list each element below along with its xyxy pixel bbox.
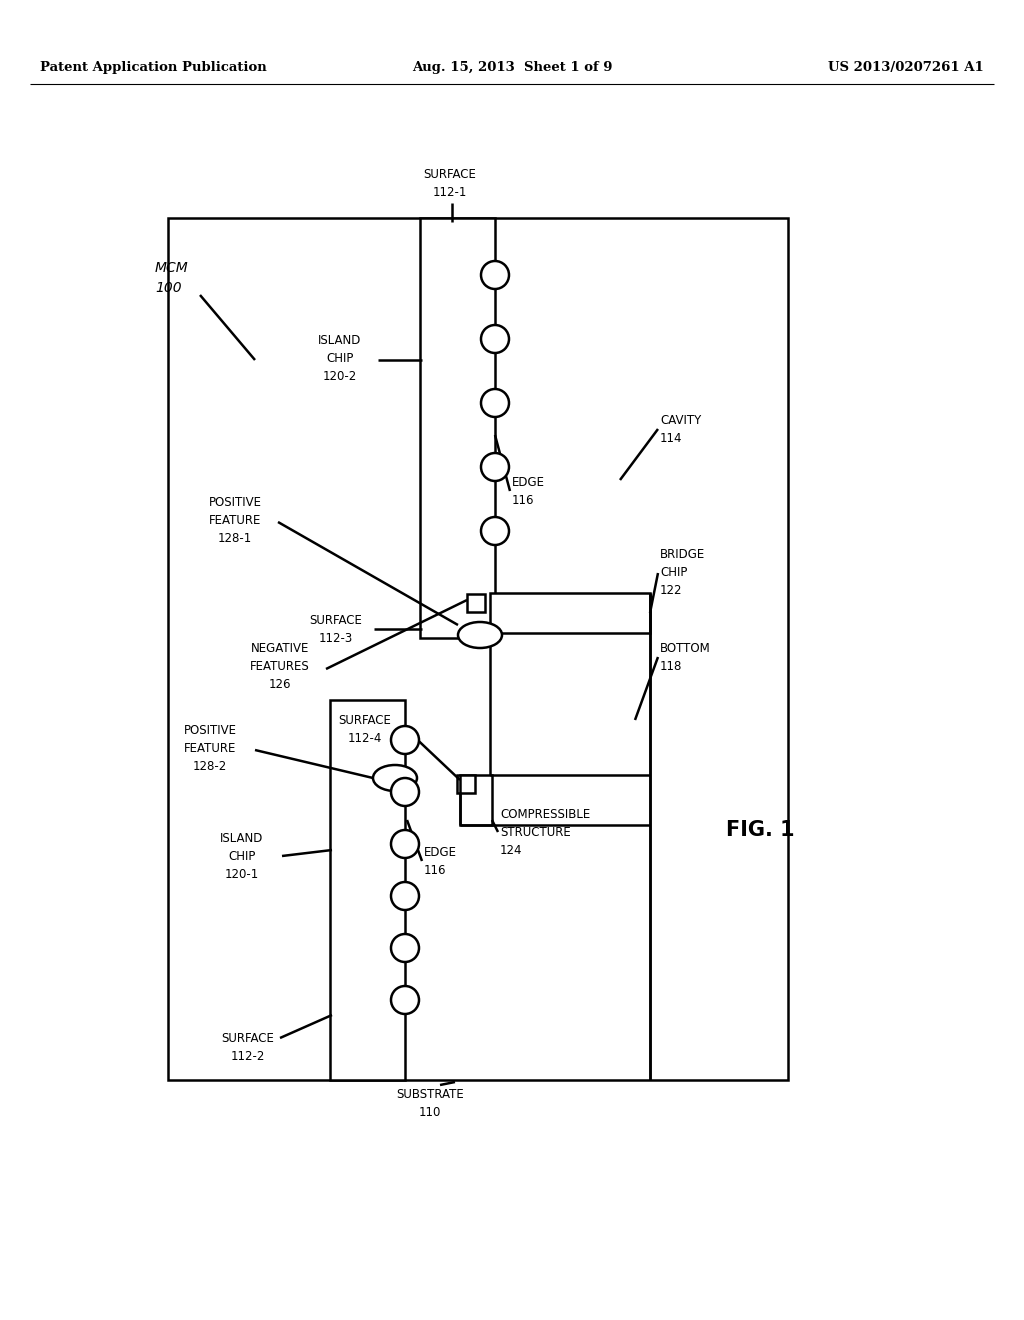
Text: SURFACE: SURFACE: [221, 1031, 274, 1044]
Circle shape: [481, 389, 509, 417]
Text: CAVITY: CAVITY: [660, 413, 701, 426]
Text: 110: 110: [419, 1106, 441, 1119]
Circle shape: [481, 453, 509, 480]
Circle shape: [391, 830, 419, 858]
Bar: [420, 218, 495, 638]
Text: 128-2: 128-2: [193, 759, 227, 772]
Text: 120-2: 120-2: [323, 370, 357, 383]
Circle shape: [481, 325, 509, 352]
Text: CHIP: CHIP: [228, 850, 256, 862]
Text: SURFACE: SURFACE: [424, 169, 476, 181]
Text: FEATURES: FEATURES: [250, 660, 310, 672]
Text: US 2013/0207261 A1: US 2013/0207261 A1: [828, 62, 984, 74]
Circle shape: [391, 986, 419, 1014]
Text: ISLAND: ISLAND: [318, 334, 361, 346]
Bar: [460, 775, 492, 825]
Ellipse shape: [373, 766, 417, 791]
Text: NEGATIVE: NEGATIVE: [251, 642, 309, 655]
Text: EDGE: EDGE: [512, 475, 545, 488]
Text: SUBSTRATE: SUBSTRATE: [396, 1089, 464, 1101]
Text: FIG. 1: FIG. 1: [726, 820, 795, 840]
Circle shape: [391, 935, 419, 962]
Text: 116: 116: [424, 863, 446, 876]
Text: 122: 122: [660, 585, 683, 598]
Text: 116: 116: [512, 494, 535, 507]
Text: CHIP: CHIP: [660, 566, 687, 579]
Bar: [168, 218, 788, 1080]
Ellipse shape: [458, 622, 502, 648]
Text: Patent Application Publication: Patent Application Publication: [40, 62, 266, 74]
Text: MCM: MCM: [155, 261, 188, 275]
Text: STRUCTURE: STRUCTURE: [500, 826, 570, 840]
Bar: [490, 593, 650, 634]
Text: 114: 114: [660, 432, 683, 445]
Bar: [457, 775, 475, 793]
Text: SURFACE: SURFACE: [339, 714, 391, 726]
Text: ISLAND: ISLAND: [220, 832, 264, 845]
Bar: [467, 594, 485, 612]
Text: 120-1: 120-1: [225, 867, 259, 880]
Circle shape: [481, 261, 509, 289]
Text: POSITIVE: POSITIVE: [209, 495, 261, 508]
Text: CHIP: CHIP: [327, 351, 353, 364]
Circle shape: [391, 726, 419, 754]
Text: POSITIVE: POSITIVE: [183, 723, 237, 737]
Circle shape: [481, 517, 509, 545]
Text: Aug. 15, 2013  Sheet 1 of 9: Aug. 15, 2013 Sheet 1 of 9: [412, 62, 612, 74]
Text: 126: 126: [268, 677, 291, 690]
Text: 124: 124: [500, 845, 522, 858]
Text: BRIDGE: BRIDGE: [660, 549, 706, 561]
Text: BOTTOM: BOTTOM: [660, 642, 711, 655]
Text: 100: 100: [155, 281, 181, 294]
Bar: [330, 700, 406, 1080]
Text: COMPRESSIBLE: COMPRESSIBLE: [500, 808, 590, 821]
Circle shape: [391, 882, 419, 909]
Text: 112-1: 112-1: [433, 186, 467, 199]
Text: 128-1: 128-1: [218, 532, 252, 544]
Text: 118: 118: [660, 660, 682, 672]
Text: SURFACE: SURFACE: [309, 614, 362, 627]
Text: 112-3: 112-3: [318, 631, 353, 644]
Text: 112-4: 112-4: [348, 731, 382, 744]
Text: FEATURE: FEATURE: [184, 742, 237, 755]
Text: 112-2: 112-2: [230, 1049, 265, 1063]
Circle shape: [391, 777, 419, 807]
Text: FEATURE: FEATURE: [209, 513, 261, 527]
Text: EDGE: EDGE: [424, 846, 457, 858]
